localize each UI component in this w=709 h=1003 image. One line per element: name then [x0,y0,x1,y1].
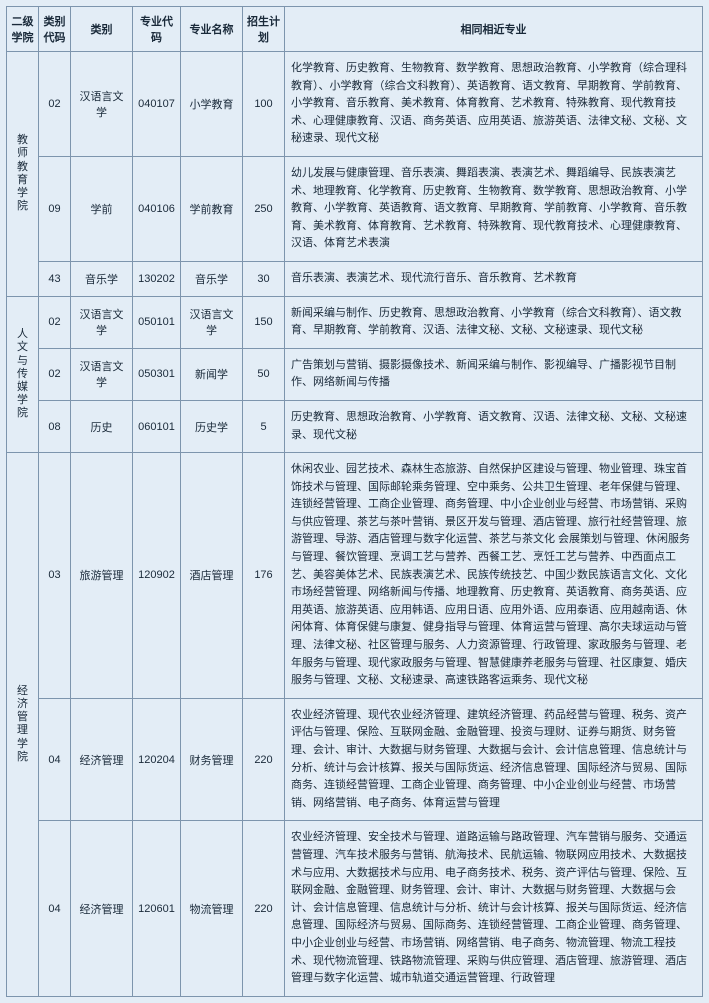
type-code-cell: 02 [39,52,71,157]
major-code-cell: 050101 [133,296,181,348]
plan-cell: 100 [243,52,285,157]
major-code-cell: 050301 [133,348,181,400]
table-row: 经济管理学院03旅游管理120902酒店管理176休闲农业、园艺技术、森林生态旅… [7,453,703,699]
plan-cell: 220 [243,698,285,821]
type-cell: 汉语言文学 [71,52,133,157]
major-name-cell: 财务管理 [181,698,243,821]
major-code-cell: 120204 [133,698,181,821]
type-code-cell: 43 [39,261,71,296]
related-cell: 农业经济管理、现代农业经济管理、建筑经济管理、药品经营与管理、税务、资产评估与管… [285,698,703,821]
major-name-cell: 小学教育 [181,52,243,157]
related-cell: 幼儿发展与健康管理、音乐表演、舞蹈表演、表演艺术、舞蹈编导、民族表演艺术、地理教… [285,156,703,261]
type-cell: 音乐学 [71,261,133,296]
type-cell: 旅游管理 [71,453,133,699]
major-code-cell: 130202 [133,261,181,296]
header-major-code: 专业代码 [133,7,181,52]
type-code-cell: 08 [39,400,71,452]
header-type-code: 类别代码 [39,7,71,52]
plan-cell: 220 [243,821,285,996]
major-name-cell: 历史学 [181,400,243,452]
plan-cell: 176 [243,453,285,699]
type-code-cell: 04 [39,698,71,821]
school-name-cell: 教师教育学院 [7,52,39,297]
related-cell: 农业经济管理、安全技术与管理、道路运输与路政管理、汽车营销与服务、交通运营管理、… [285,821,703,996]
school-name-cell: 经济管理学院 [7,453,39,997]
related-cell: 历史教育、思想政治教育、小学教育、语文教育、汉语、法律文秘、文秘、文秘速录、现代… [285,400,703,452]
related-cell: 新闻采编与制作、历史教育、思想政治教育、小学教育（综合文科教育）、语文教育、早期… [285,296,703,348]
type-cell: 汉语言文学 [71,296,133,348]
type-code-cell: 03 [39,453,71,699]
type-cell: 经济管理 [71,821,133,996]
table-row: 09学前040106学前教育250幼儿发展与健康管理、音乐表演、舞蹈表演、表演艺… [7,156,703,261]
school-name-cell: 人文与传媒学院 [7,296,39,453]
plan-cell: 150 [243,296,285,348]
enrollment-table: 二级学院 类别代码 类别 专业代码 专业名称 招生计划 相同相近专业 教师教育学… [6,6,703,997]
table-row: 人文与传媒学院02汉语言文学050101汉语言文学150新闻采编与制作、历史教育… [7,296,703,348]
table-row: 43音乐学130202音乐学30音乐表演、表演艺术、现代流行音乐、音乐教育、艺术… [7,261,703,296]
table-row: 04经济管理120601物流管理220农业经济管理、安全技术与管理、道路运输与路… [7,821,703,996]
major-code-cell: 060101 [133,400,181,452]
major-name-cell: 新闻学 [181,348,243,400]
table-row: 04经济管理120204财务管理220农业经济管理、现代农业经济管理、建筑经济管… [7,698,703,821]
header-major-name: 专业名称 [181,7,243,52]
type-code-cell: 02 [39,296,71,348]
table-row: 教师教育学院02汉语言文学040107小学教育100化学教育、历史教育、生物教育… [7,52,703,157]
major-name-cell: 学前教育 [181,156,243,261]
table-row: 02汉语言文学050301新闻学50广告策划与营销、摄影摄像技术、新闻采编与制作… [7,348,703,400]
table-row: 08历史060101历史学5历史教育、思想政治教育、小学教育、语文教育、汉语、法… [7,400,703,452]
table-header-row: 二级学院 类别代码 类别 专业代码 专业名称 招生计划 相同相近专业 [7,7,703,52]
type-cell: 汉语言文学 [71,348,133,400]
related-cell: 化学教育、历史教育、生物教育、数学教育、思想政治教育、小学教育（综合理科教育）、… [285,52,703,157]
related-cell: 休闲农业、园艺技术、森林生态旅游、自然保护区建设与管理、物业管理、珠宝首饰技术与… [285,453,703,699]
type-code-cell: 02 [39,348,71,400]
header-related: 相同相近专业 [285,7,703,52]
type-code-cell: 09 [39,156,71,261]
major-name-cell: 物流管理 [181,821,243,996]
major-code-cell: 120902 [133,453,181,699]
major-name-cell: 汉语言文学 [181,296,243,348]
plan-cell: 30 [243,261,285,296]
plan-cell: 250 [243,156,285,261]
major-name-cell: 酒店管理 [181,453,243,699]
type-code-cell: 04 [39,821,71,996]
plan-cell: 5 [243,400,285,452]
type-cell: 学前 [71,156,133,261]
related-cell: 广告策划与营销、摄影摄像技术、新闻采编与制作、影视编导、广播影视节目制作、网络新… [285,348,703,400]
type-cell: 经济管理 [71,698,133,821]
major-code-cell: 120601 [133,821,181,996]
type-cell: 历史 [71,400,133,452]
major-name-cell: 音乐学 [181,261,243,296]
header-plan: 招生计划 [243,7,285,52]
header-school: 二级学院 [7,7,39,52]
related-cell: 音乐表演、表演艺术、现代流行音乐、音乐教育、艺术教育 [285,261,703,296]
header-type: 类别 [71,7,133,52]
major-code-cell: 040107 [133,52,181,157]
plan-cell: 50 [243,348,285,400]
major-code-cell: 040106 [133,156,181,261]
